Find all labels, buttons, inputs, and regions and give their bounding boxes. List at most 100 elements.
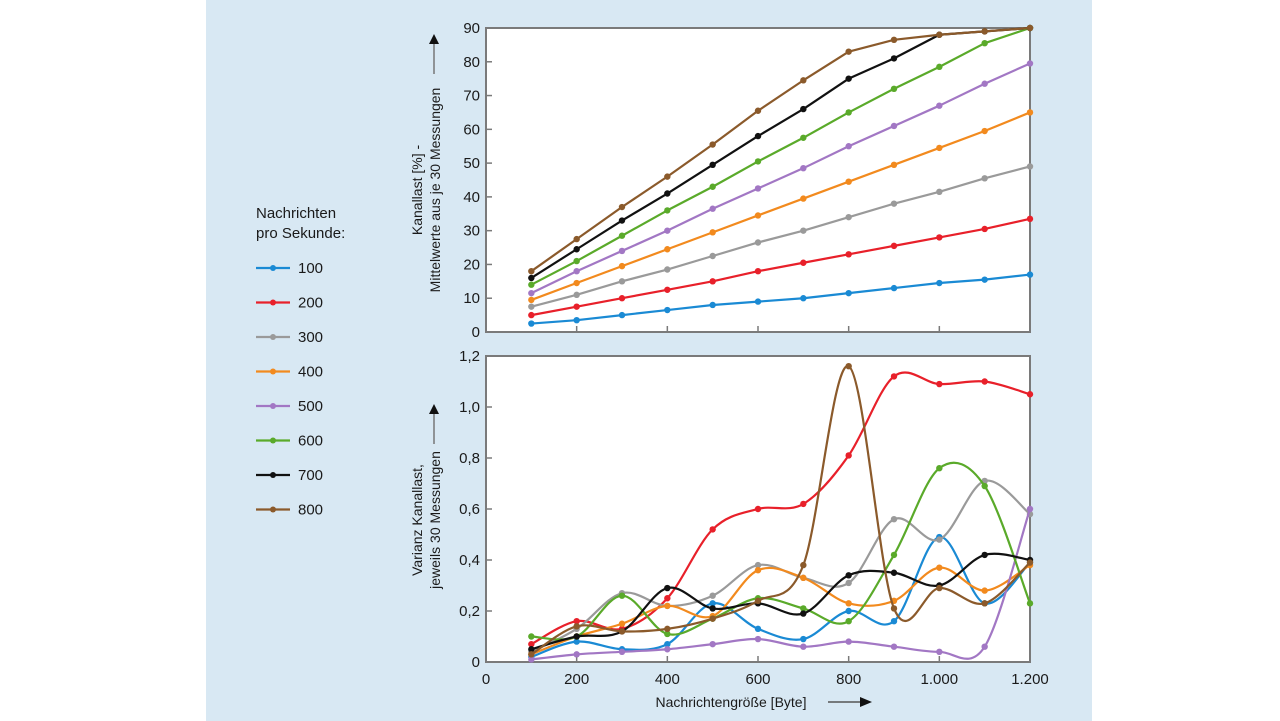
data-point-700	[573, 633, 580, 640]
data-point-100	[709, 600, 716, 607]
data-point-500	[754, 185, 762, 192]
legend-item-700: 700	[256, 467, 323, 484]
y-tick-label-top: 60	[463, 121, 480, 138]
data-point-700	[890, 569, 898, 576]
data-point-400	[709, 229, 716, 236]
data-point-800	[890, 605, 898, 612]
legend-item-200: 200	[256, 295, 323, 312]
data-point-600	[528, 633, 535, 640]
chart-load-variance: 0 0,2 0,4 0,6 0,8 1,0 1,2 0 200 400 600 800 1.000 1.2…	[409, 348, 1049, 710]
data-point-700	[890, 55, 898, 62]
data-point-400	[618, 262, 626, 270]
data-point-200	[754, 268, 762, 275]
data-point-300	[618, 278, 626, 285]
data-point-600	[664, 630, 671, 638]
legend-item-600: 600	[256, 433, 323, 450]
data-point-800	[709, 615, 716, 622]
legend-swatch-marker	[270, 437, 276, 444]
data-point-400	[936, 144, 943, 152]
series-line-100	[531, 273, 1031, 325]
data-point-600	[618, 592, 626, 599]
data-point-100	[709, 301, 716, 309]
data-point-100	[754, 298, 762, 305]
legend-label: 100	[298, 260, 323, 277]
legend: Nachrichten pro Sekunde: 100 200 300 400 500…	[256, 205, 345, 519]
x-axis-title: Nachrichtengröße [Byte]	[656, 694, 807, 710]
data-point-800	[709, 141, 716, 148]
data-point-600	[800, 134, 807, 141]
data-point-100	[890, 618, 898, 625]
data-point-800	[573, 623, 580, 630]
legend-label: 800	[298, 502, 323, 519]
data-point-100	[754, 625, 762, 633]
legend-swatch-marker	[270, 506, 276, 513]
data-point-400	[845, 178, 852, 185]
y-tick-label-top: 50	[463, 155, 480, 172]
data-point-600	[754, 158, 762, 165]
data-point-400	[936, 564, 943, 571]
legend-label: 600	[298, 433, 323, 450]
y-axis-title-bottom-line-2: jeweils 30 Messungen	[427, 451, 443, 590]
data-point-600	[573, 257, 580, 265]
data-point-200	[845, 452, 852, 459]
data-point-100	[664, 306, 671, 314]
data-point-500	[709, 205, 716, 212]
legend-swatch-marker	[270, 265, 276, 271]
data-point-800	[573, 235, 580, 243]
data-point-200	[618, 295, 626, 302]
data-point-800	[664, 173, 671, 180]
data-point-300	[845, 213, 852, 221]
y-axis-arrow-bottom	[429, 404, 439, 444]
legend-item-100: 100	[256, 260, 323, 277]
legend-item-500: 500	[256, 398, 323, 415]
y-tick-label-bottom: 0,2	[459, 603, 480, 620]
data-point-700	[709, 605, 716, 612]
data-point-500	[664, 227, 671, 234]
data-point-100	[573, 316, 580, 324]
data-point-200	[800, 500, 807, 508]
data-point-100	[664, 640, 671, 648]
data-point-600	[618, 232, 626, 239]
data-point-100	[800, 295, 807, 302]
x-tick-label-bottom: 1.200	[1011, 671, 1049, 688]
data-point-500	[754, 635, 762, 643]
data-point-300	[936, 536, 943, 543]
series-line-400	[530, 111, 1031, 301]
data-point-200	[1026, 391, 1034, 398]
data-point-100	[981, 276, 988, 283]
data-point-600	[1026, 600, 1034, 607]
data-point-800	[845, 363, 852, 370]
data-point-700	[845, 75, 852, 82]
data-point-400	[664, 246, 671, 253]
data-point-200	[664, 595, 671, 602]
series-group-top	[528, 24, 1034, 327]
series-200-top	[528, 215, 1034, 319]
data-point-300	[528, 303, 535, 310]
series-line-200	[531, 217, 1031, 317]
data-point-500	[936, 102, 943, 109]
series-500-bottom	[528, 505, 1034, 663]
data-point-200	[890, 373, 898, 380]
legend-label: 500	[298, 398, 323, 415]
data-point-800	[528, 651, 535, 658]
data-point-700	[709, 161, 716, 168]
data-point-100	[528, 320, 535, 327]
data-point-600	[936, 465, 943, 472]
y-tick-label-bottom: 0,6	[459, 501, 480, 518]
data-point-200	[573, 303, 580, 310]
y-tick-label-bottom: 0	[472, 654, 480, 671]
data-point-500	[981, 80, 988, 87]
series-line-800	[530, 26, 1031, 273]
data-point-200	[981, 225, 988, 233]
data-point-800	[981, 600, 988, 607]
data-point-200	[936, 380, 943, 388]
series-500-top	[528, 60, 1034, 297]
y-axis-arrow-top	[429, 34, 439, 74]
data-point-700	[528, 274, 535, 282]
y-tick-label-bottom: 1,2	[459, 348, 480, 365]
data-point-200	[528, 311, 535, 319]
data-point-800	[936, 584, 943, 592]
data-point-600	[890, 551, 898, 559]
data-point-700	[981, 551, 988, 559]
